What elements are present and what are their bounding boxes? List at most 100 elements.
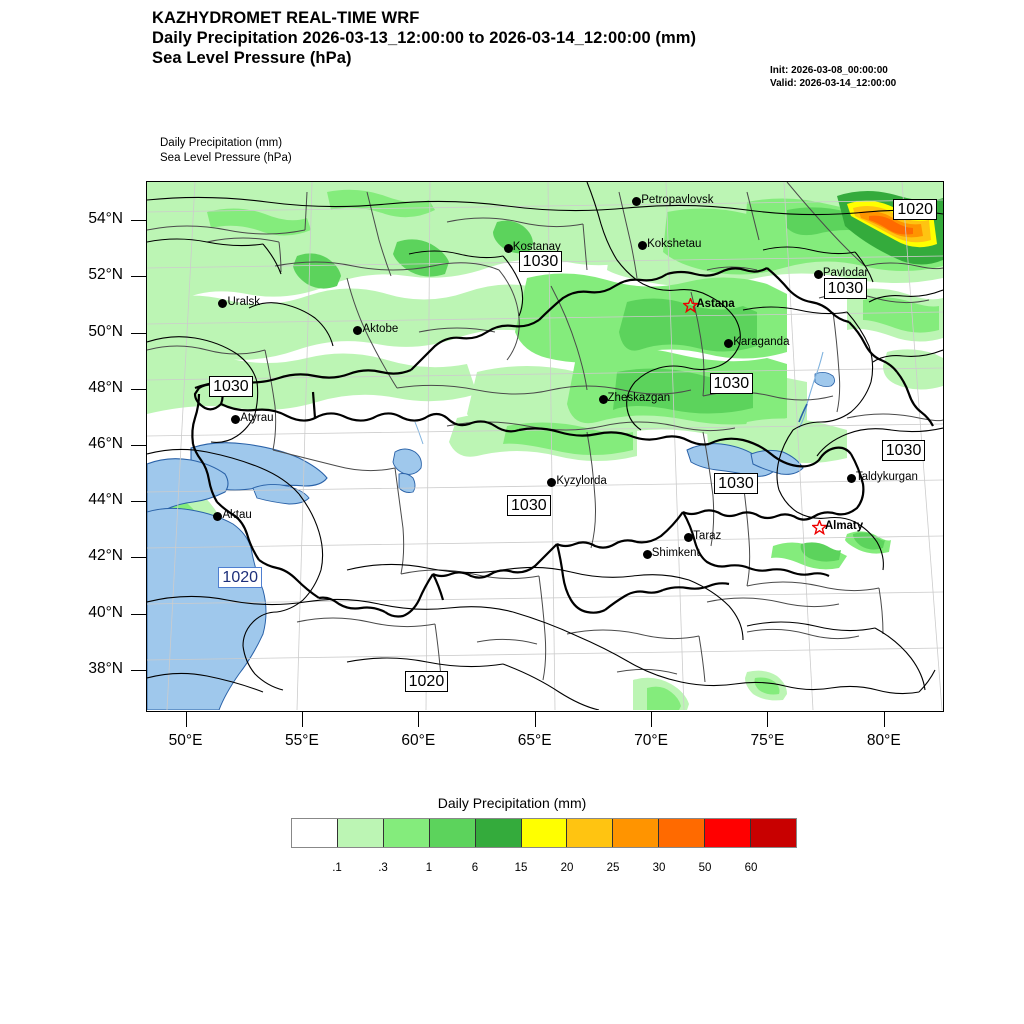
y-axis-label: 40°N <box>88 603 123 621</box>
city-label: Atyrau <box>240 411 274 424</box>
x-axis-tick <box>185 712 187 727</box>
y-axis-label: 44°N <box>88 491 123 509</box>
city-label: Uralsk <box>227 296 261 309</box>
caption-pressure: Sea Level Pressure (hPa) <box>160 152 292 164</box>
y-axis-tick <box>131 613 146 615</box>
y-axis-label: 42°N <box>88 547 123 565</box>
colorbar-segment-10[interactable] <box>751 819 796 847</box>
x-axis-label: 65°E <box>517 732 552 749</box>
isobar-label-1030: 1030 <box>518 250 563 272</box>
x-axis-label: 80°E <box>866 732 901 749</box>
title-line-2: Daily Precipitation 2026-03-13_12:00:00 … <box>152 29 697 47</box>
colorbar-segment-6[interactable] <box>567 819 614 847</box>
y-axis-label: 38°N <box>88 659 123 677</box>
x-axis-label: 50°E <box>168 732 203 749</box>
colorbar-tick-label: 60 <box>744 862 758 874</box>
weather-map[interactable]: Petropavlovsk Kostanay Kokshetau Pavlodar Ur… <box>146 181 944 712</box>
y-axis-label: 54°N <box>88 210 123 228</box>
city-dot-icon <box>813 269 823 279</box>
city-label: Karaganda <box>733 336 790 349</box>
colorbar-segment-9[interactable] <box>705 819 752 847</box>
colorbar-segment-3[interactable] <box>429 819 476 847</box>
y-axis-tick <box>131 276 146 278</box>
city-dot-icon <box>213 512 223 521</box>
isobar-label-1030: 1030 <box>507 494 551 516</box>
y-axis-label: 52°N <box>88 266 123 284</box>
title-line-1: KAZHYDROMET REAL-TIME WRF <box>152 9 420 27</box>
city-label: Kokshetau <box>647 238 702 251</box>
isobar-contours <box>147 182 943 710</box>
city-dot-icon <box>218 299 228 309</box>
y-axis-tick <box>131 332 146 334</box>
colorbar-segment-2[interactable] <box>383 819 430 847</box>
y-axis-tick <box>131 557 146 559</box>
city-label: Taraz <box>693 530 722 543</box>
city-dot-icon <box>638 241 648 251</box>
colorbar-tick-label: .1 <box>332 862 342 874</box>
isobar-label-1030: 1030 <box>714 472 758 494</box>
colorbar-tick-label: 30 <box>652 862 666 874</box>
caption-precip: Daily Precipitation (mm) <box>160 137 283 149</box>
y-axis-label: 48°N <box>88 378 123 396</box>
city-dot-icon <box>503 243 513 253</box>
city-dot-icon <box>353 325 363 335</box>
city-dot-icon <box>846 473 856 483</box>
x-axis-tick <box>301 712 303 727</box>
model-run-info: Init: 2026-03-08_00:00:00 Valid: 2026-03… <box>770 64 980 90</box>
isobar-label-1020: 1020 <box>218 566 263 588</box>
y-axis-tick <box>131 445 146 446</box>
map-legend-caption: Daily Precipitation (mm) Sea Level Press… <box>160 136 292 166</box>
init-time: Init: 2026-03-08_00:00:00 <box>770 65 888 76</box>
city-label: Pavlodar <box>822 266 869 279</box>
title-line-3: Sea Level Pressure (hPa) <box>152 49 352 67</box>
valid-time: Valid: 2026-03-14_12:00:00 <box>770 78 897 89</box>
city-label: Petropavlovsk <box>641 193 714 206</box>
city-label: Almaty <box>824 520 864 533</box>
colorbar-segment-4[interactable] <box>475 819 522 847</box>
colorbar-segment-8[interactable] <box>659 819 706 847</box>
city-dot-icon <box>684 533 694 543</box>
isobar-label-1030: 1030 <box>881 440 926 462</box>
y-axis-tick <box>131 669 146 671</box>
city-dot-icon <box>642 549 652 559</box>
y-axis-tick <box>131 220 146 222</box>
city-dot-icon <box>632 196 642 206</box>
colorbar-segment-0[interactable] <box>292 819 338 847</box>
city-label: Taldykurgan <box>855 470 918 483</box>
map-canvas: Petropavlovsk Kostanay Kokshetau Pavlodar Ur… <box>147 182 943 711</box>
x-axis-tick <box>534 712 536 727</box>
x-axis-label: 60°E <box>401 732 436 749</box>
colorbar-tick-label: 50 <box>698 862 712 874</box>
isobar-label-1020: 1020 <box>404 670 449 692</box>
x-axis-tick <box>651 712 653 727</box>
city-label: Astana <box>696 297 735 310</box>
city-dot-icon <box>598 395 608 405</box>
y-axis-tick <box>131 388 146 390</box>
y-axis-label: 46°N <box>88 435 123 452</box>
x-axis-label: 55°E <box>285 732 319 749</box>
colorbar-tick-label: 25 <box>606 862 620 874</box>
colorbar-tick-label: 6 <box>471 862 479 874</box>
colorbar-title: Daily Precipitation (mm) <box>437 795 587 811</box>
city-label: Kyzylorda <box>556 475 607 488</box>
colorbar-segment-5[interactable] <box>521 819 568 847</box>
x-axis-tick <box>767 712 769 727</box>
colorbar-segment-7[interactable] <box>613 819 660 847</box>
capital-star-icon <box>682 296 700 318</box>
colorbar[interactable] <box>291 818 797 848</box>
x-axis-tick <box>883 712 885 727</box>
colorbar-tick-label: 15 <box>514 862 528 874</box>
city-label: Zheskazgan <box>607 392 671 405</box>
x-axis-label: 75°E <box>750 732 785 749</box>
map-graphics <box>147 182 943 710</box>
y-axis-tick <box>131 501 146 503</box>
city-dot-icon <box>231 414 241 424</box>
colorbar-tick-label: .3 <box>378 862 388 874</box>
isobar-label-1030: 1030 <box>823 278 868 300</box>
x-axis-tick <box>418 712 420 727</box>
colorbar-segment-1[interactable] <box>337 819 384 847</box>
colorbar-ticks: .1 .3 1 6 15 20 25 30 50 60 <box>291 862 797 882</box>
city-label: Aktobe <box>362 322 399 335</box>
x-axis-label: 70°E <box>634 732 668 749</box>
y-axis-label: 50°N <box>88 322 123 340</box>
